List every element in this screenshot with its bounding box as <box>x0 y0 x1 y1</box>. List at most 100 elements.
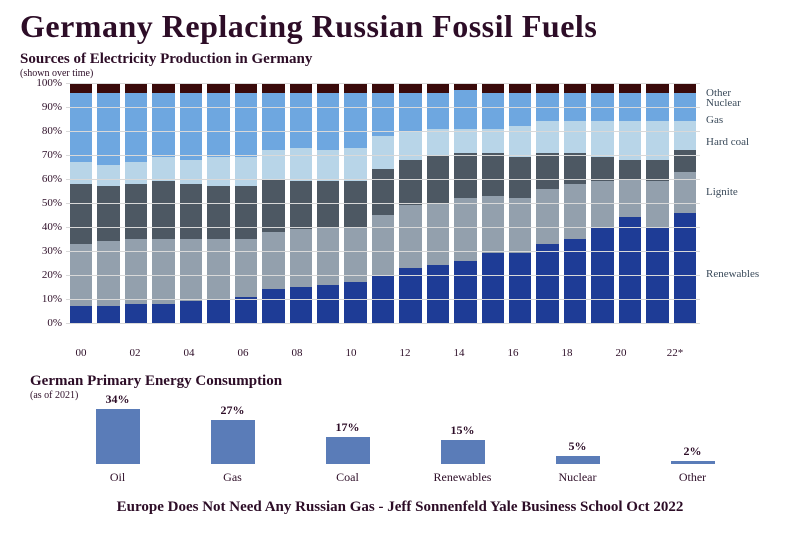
bar-segment-lignite <box>536 189 558 244</box>
plot-area <box>66 83 700 323</box>
bar-label: Other <box>679 470 706 485</box>
bar-segment-other <box>372 83 394 93</box>
x-tick <box>259 343 281 359</box>
bar-segment-nuclear <box>399 93 421 131</box>
bar-segment-renewables <box>70 306 92 323</box>
x-tick <box>637 343 659 359</box>
bar-segment-gas <box>207 157 229 186</box>
bar-segment-gas <box>536 121 558 152</box>
bar-segment-lignite <box>125 239 147 304</box>
x-tick <box>151 343 173 359</box>
bar-item: 27% Gas <box>198 403 268 485</box>
x-tick: 14 <box>448 343 470 359</box>
bar-label: Nuclear <box>559 470 597 485</box>
x-tick: 00 <box>70 343 92 359</box>
bar-segment-gas <box>152 157 174 181</box>
bar <box>211 420 255 464</box>
bar-segment-other <box>70 83 92 93</box>
bar-segment-lignite <box>235 239 257 297</box>
bar-segment-other <box>180 83 202 93</box>
gridline <box>66 203 700 204</box>
x-tick: 22* <box>664 343 686 359</box>
bar-segment-nuclear <box>454 90 476 128</box>
x-tick: 12 <box>394 343 416 359</box>
footer-text: Europe Does Not Need Any Russian Gas - J… <box>20 499 780 516</box>
bar-segment-other <box>509 83 531 93</box>
x-axis-labels: 000204060810121416182022* <box>66 343 690 359</box>
bar-segment-other <box>290 83 312 93</box>
x-tick: 02 <box>124 343 146 359</box>
bar-segment-nuclear <box>152 93 174 158</box>
bar2-container: 34%Oil27%Gas17%Coal15%Renewables5%Nuclea… <box>30 405 780 485</box>
bar-segment-renewables <box>536 244 558 323</box>
bar-segment-lignite <box>152 239 174 304</box>
stacked-bar-chart: 0%10%20%30%40%50%60%70%80%90%100% OtherN… <box>30 83 780 343</box>
bar-segment-lignite <box>207 239 229 299</box>
bar-item: 2%Other <box>658 444 728 485</box>
y-axis: 0%10%20%30%40%50%60%70%80%90%100% <box>30 83 66 323</box>
bar-segment-nuclear <box>70 93 92 163</box>
bar-segment-renewables <box>207 299 229 323</box>
bar-segment-hardcoal <box>290 181 312 229</box>
bar-segment-nuclear <box>207 93 229 158</box>
bar-segment-renewables <box>180 301 202 323</box>
bar-segment-lignite <box>646 181 668 227</box>
bar-segment-renewables <box>290 287 312 323</box>
y-tick: 100% <box>36 77 62 89</box>
bar-item: 5% Nuclear <box>543 439 613 485</box>
bar-segment-hardcoal <box>399 160 421 206</box>
bar-segment-other <box>399 83 421 93</box>
bar-segment-nuclear <box>262 93 284 151</box>
gridline <box>66 299 700 300</box>
bar-segment-lignite <box>509 198 531 253</box>
gridline <box>66 275 700 276</box>
y-tick: 90% <box>42 101 62 113</box>
bar-segment-nuclear <box>482 93 504 129</box>
bar-segment-other <box>454 83 476 90</box>
bar-segment-nuclear <box>235 93 257 158</box>
bar-segment-other <box>482 83 504 93</box>
bar-item: 17%Coal <box>313 420 383 486</box>
bar-label: Renewables <box>434 470 492 485</box>
bar-segment-hardcoal <box>344 181 366 227</box>
y-tick: 20% <box>42 269 62 281</box>
bar-value: 5% <box>569 439 587 454</box>
bar-segment-other <box>619 83 641 93</box>
bar-segment-hardcoal <box>619 160 641 179</box>
bar-segment-hardcoal <box>372 169 394 215</box>
legend-item-gas: Gas <box>706 114 723 126</box>
bar-segment-renewables <box>674 213 696 323</box>
bar-segment-hardcoal <box>591 157 613 181</box>
bar-segment-other <box>125 83 147 93</box>
chart1-subnote: (shown over time) <box>20 68 780 79</box>
y-tick: 0% <box>47 317 62 329</box>
x-tick <box>313 343 335 359</box>
bar-value: 17% <box>336 420 360 435</box>
bar-segment-lignite <box>482 196 504 254</box>
legend-item-renewables: Renewables <box>706 268 759 280</box>
bar-chart: German Primary Energy Consumption (as of… <box>30 373 780 485</box>
y-tick: 80% <box>42 125 62 137</box>
legend-item-hardcoal: Hard coal <box>706 136 749 148</box>
bar-segment-hardcoal <box>317 181 339 227</box>
bar-segment-renewables <box>509 253 531 323</box>
bar-segment-lignite <box>262 232 284 290</box>
x-tick <box>205 343 227 359</box>
bar-segment-hardcoal <box>454 153 476 199</box>
bar-segment-hardcoal <box>125 184 147 239</box>
bar-segment-other <box>536 83 558 93</box>
bar-segment-other <box>235 83 257 93</box>
bar-value: 34% <box>106 392 130 407</box>
gridline <box>66 83 700 84</box>
bar-value: 27% <box>221 403 245 418</box>
bar-segment-other <box>317 83 339 93</box>
x-tick: 16 <box>502 343 524 359</box>
y-tick: 60% <box>42 173 62 185</box>
x-tick <box>529 343 551 359</box>
bar-segment-other <box>591 83 613 93</box>
bar-label: Gas <box>223 470 242 485</box>
gridline <box>66 323 700 324</box>
bar-segment-hardcoal <box>509 157 531 198</box>
bar-segment-lignite <box>619 179 641 217</box>
x-tick: 06 <box>232 343 254 359</box>
